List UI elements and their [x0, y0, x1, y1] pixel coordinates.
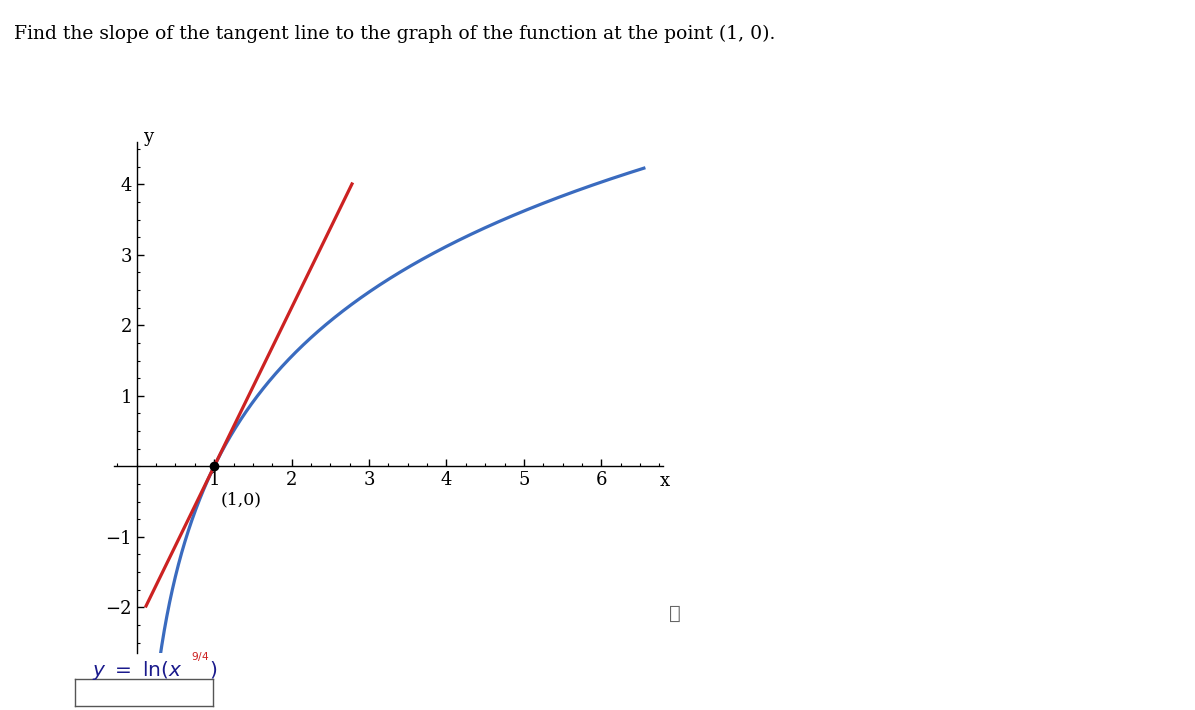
Text: y: y — [143, 128, 153, 146]
Text: $y\ =\ \mathrm{ln}(x$: $y\ =\ \mathrm{ln}(x$ — [92, 659, 183, 682]
Text: ⓘ: ⓘ — [669, 605, 681, 623]
Text: $)$: $)$ — [209, 660, 217, 680]
Text: Find the slope of the tangent line to the graph of the function at the point (1,: Find the slope of the tangent line to th… — [14, 25, 776, 43]
Text: $^{9/4}$: $^{9/4}$ — [191, 655, 210, 668]
Text: x: x — [660, 472, 669, 490]
Text: (1,0): (1,0) — [220, 491, 262, 508]
